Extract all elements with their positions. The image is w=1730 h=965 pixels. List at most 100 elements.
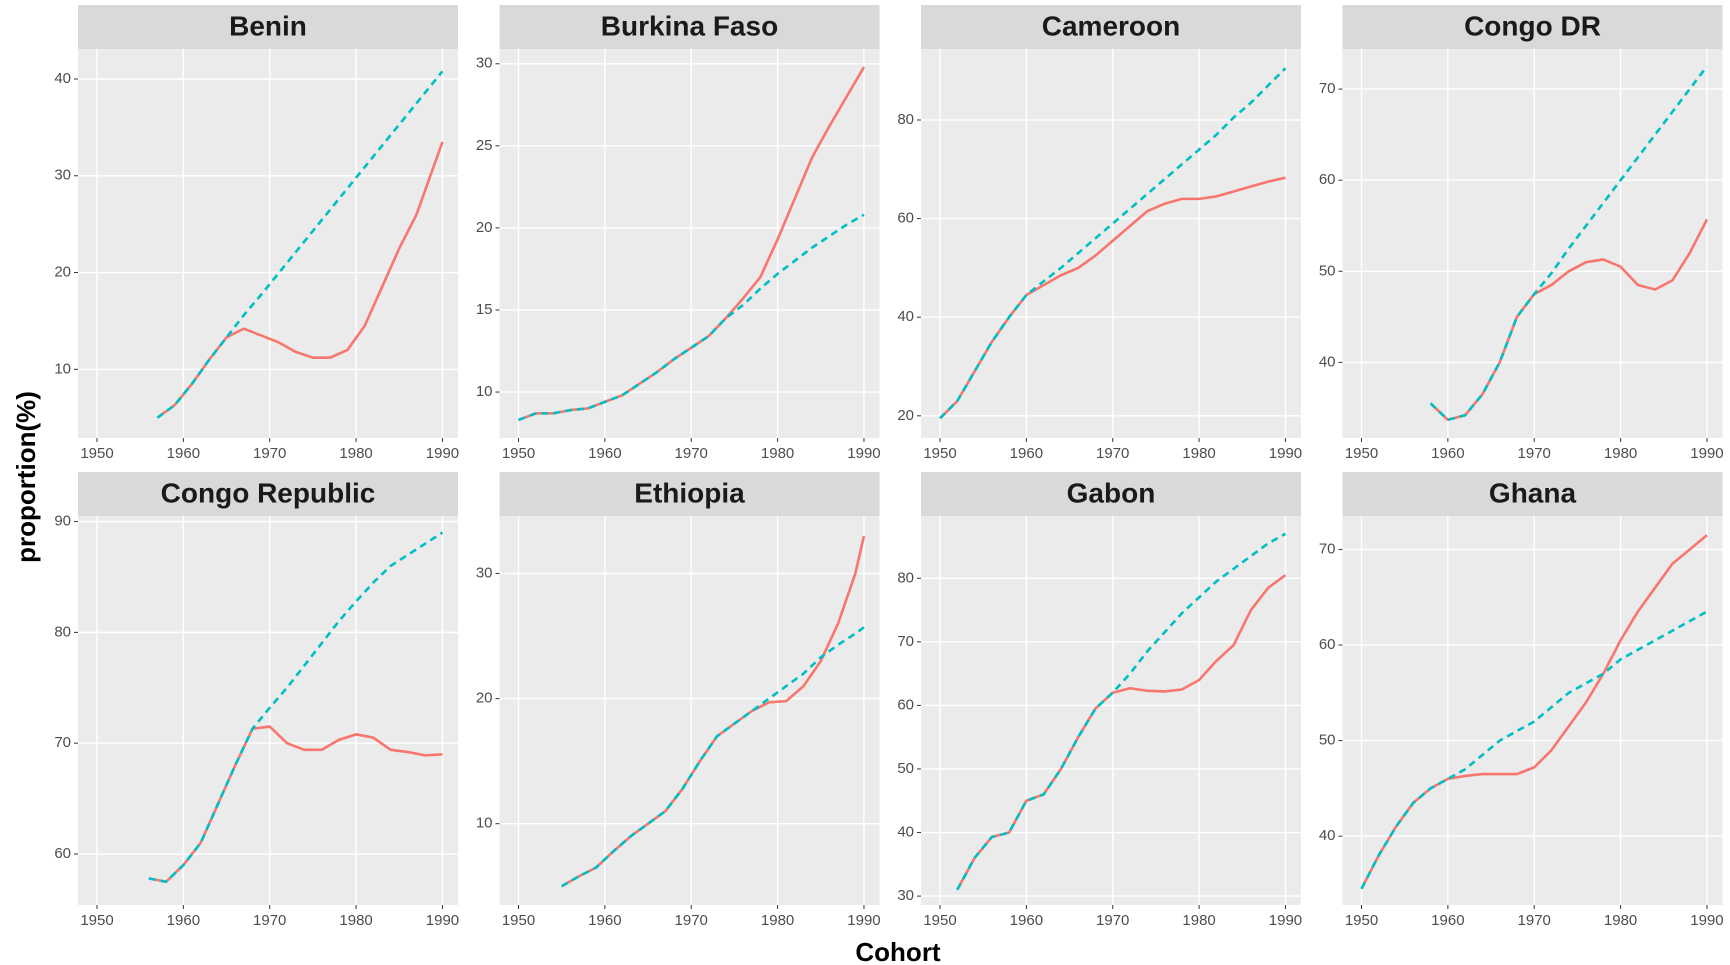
strip-background [78,472,458,516]
y-tick-label: 80 [897,569,914,586]
x-tick-label: 1960 [1431,912,1464,929]
x-tick-label: 1990 [1690,445,1723,462]
strip-title: Burkina Faso [601,10,778,41]
strip-background [78,5,458,49]
x-tick-label: 1990 [847,912,880,929]
y-axis-title: proportion(%) [11,391,41,563]
y-tick-label: 80 [54,623,71,640]
y-tick-label: 60 [1319,171,1336,188]
x-tick-label: 1950 [1345,912,1378,929]
y-tick-label: 25 [476,137,493,154]
strip-title: Ghana [1489,477,1577,508]
panel-background [78,49,458,438]
line [518,213,865,422]
x-tick-label: 1990 [426,912,459,929]
line [939,67,1287,420]
y-tick-label: 50 [897,760,914,777]
y-tick-label: 30 [897,887,914,904]
panel-background [921,516,1301,905]
x-tick-label: 1970 [1096,445,1129,462]
panel-background [1342,49,1723,438]
x-tick-label: 1980 [761,912,794,929]
x-tick-label: 1970 [675,445,708,462]
x-tick-label: 1980 [1604,445,1637,462]
line [1360,610,1708,890]
strip-background [921,472,1301,516]
y-tick-label: 10 [54,360,71,377]
x-tick-label: 1990 [847,445,880,462]
x-tick-label: 1980 [339,912,372,929]
x-tick-label: 1990 [426,445,459,462]
y-tick-label: 40 [897,824,914,841]
line [148,531,444,884]
x-tick-label: 1980 [761,445,794,462]
x-tick-label: 1970 [1518,912,1551,929]
y-tick-label: 60 [897,210,914,227]
strip-background [1342,472,1723,516]
x-tick-label: 1980 [1182,912,1215,929]
x-tick-label: 1960 [1431,445,1464,462]
x-tick-label: 1980 [339,445,372,462]
x-tick-label: 1970 [675,912,708,929]
x-tick-label: 1970 [1518,445,1551,462]
y-tick-label: 80 [897,111,914,128]
strip-background [499,472,880,516]
y-tick-label: 70 [897,633,914,650]
x-tick-label: 1960 [588,445,621,462]
x-tick-label: 1990 [1269,445,1302,462]
x-tick-label: 1970 [253,912,286,929]
x-tick-label: 1970 [253,445,286,462]
x-tick-label: 1960 [167,912,200,929]
y-tick-label: 50 [1319,262,1336,279]
line [518,66,866,422]
panel-background [499,516,880,905]
strip-title: Congo DR [1464,10,1601,41]
x-tick-label: 1960 [1010,445,1043,462]
line [156,70,444,419]
strip-title: Gabon [1067,477,1156,508]
y-tick-label: 30 [476,55,493,72]
y-tick-label: 20 [476,219,493,236]
x-tick-label: 1950 [923,912,956,929]
y-tick-label: 40 [897,308,914,325]
strip-title: Ethiopia [634,477,745,508]
line [1429,218,1709,422]
x-tick-label: 1950 [923,445,956,462]
y-tick-label: 40 [1319,827,1336,844]
x-tick-label: 1950 [502,445,535,462]
line [561,626,865,888]
strip-title: Congo Republic [161,477,376,508]
y-tick-label: 60 [897,696,914,713]
x-tick-label: 1970 [1096,912,1129,929]
y-tick-label: 70 [54,734,71,751]
x-tick-label: 1960 [1010,912,1043,929]
y-tick-label: 60 [54,845,71,862]
y-tick-label: 20 [54,263,71,280]
x-tick-label: 1980 [1182,445,1215,462]
x-tick-label: 1950 [1345,445,1378,462]
strip-title: Cameroon [1042,10,1180,41]
line [956,532,1287,891]
y-tick-label: 10 [476,815,493,832]
x-tick-label: 1950 [80,912,113,929]
panel-background [499,49,880,438]
y-tick-label: 30 [476,565,493,582]
y-tick-label: 40 [1319,353,1336,370]
y-tick-label: 50 [1319,732,1336,749]
y-tick-label: 20 [897,407,914,424]
strip-background [499,5,880,49]
x-axis-title: Cohort [855,937,941,965]
x-tick-label: 1960 [167,445,200,462]
x-tick-label: 1950 [502,912,535,929]
y-tick-label: 15 [476,301,493,318]
x-tick-label: 1960 [588,912,621,929]
strip-background [921,5,1301,49]
strip-background [1342,5,1723,49]
y-tick-label: 20 [476,690,493,707]
y-tick-label: 70 [1319,540,1336,557]
strip-title: Benin [229,10,307,41]
x-tick-label: 1980 [1604,912,1637,929]
x-tick-label: 1990 [1690,912,1723,929]
x-tick-label: 1950 [80,445,113,462]
